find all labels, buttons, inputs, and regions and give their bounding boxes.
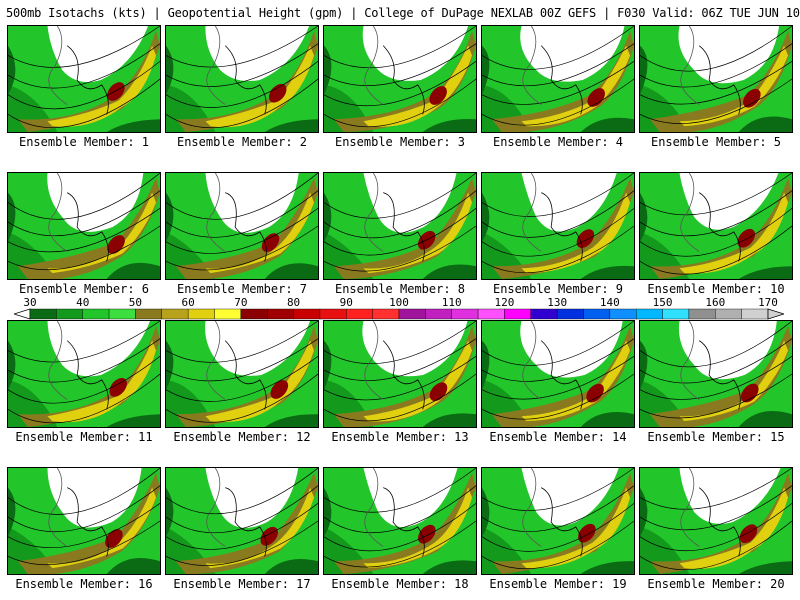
panel-label: Ensemble Member: 17 xyxy=(173,577,311,591)
colorbar-swatch xyxy=(556,308,584,320)
colorbar-tick-label: 150 xyxy=(652,296,673,309)
panel-label: Ensemble Member: 18 xyxy=(331,577,469,591)
page-title: 500mb Isotachs (kts) | Geopotential Heig… xyxy=(6,6,800,20)
colorbar-ticks: 30 40 50 60 70 80 90 100 110 120 130 140 150 160 170 xyxy=(0,296,800,309)
colorbar-swatch xyxy=(425,308,452,320)
map-panel xyxy=(639,320,793,428)
colorbar-tick-label: 100 xyxy=(389,296,409,309)
colorbar-tick-label: 160 xyxy=(705,296,726,309)
colorbar-tick-label: 130 xyxy=(547,296,568,309)
panel-label: Ensemble Member: 8 xyxy=(334,282,466,296)
colorbar-tick-label: 70 xyxy=(234,296,248,309)
map-panel xyxy=(323,25,477,133)
colorbar-swatch xyxy=(214,308,242,320)
map-panel xyxy=(481,320,635,428)
colorbar-swatch xyxy=(267,308,294,320)
colorbar-tick-label: 50 xyxy=(128,296,143,309)
panel-label: Ensemble Member: 19 xyxy=(489,577,627,591)
map-panel xyxy=(165,25,319,133)
map-panel xyxy=(323,172,477,280)
map-panel xyxy=(165,320,319,428)
colorbar-swatch xyxy=(346,308,373,320)
colorbar-tick-label: 80 xyxy=(286,296,301,309)
colorbar-swatch xyxy=(108,308,136,320)
panel-label: Ensemble Member: 1 xyxy=(18,135,150,149)
colorbar-tick-label: 90 xyxy=(339,296,353,309)
panel-label: Ensemble Member: 20 xyxy=(647,577,785,591)
panel-label: Ensemble Member: 15 xyxy=(647,430,785,444)
map-panel xyxy=(7,467,161,575)
colorbar-swatch xyxy=(319,308,347,320)
panel-label: Ensemble Member: 2 xyxy=(176,135,308,149)
colorbar-swatch xyxy=(293,308,321,320)
map-panel xyxy=(323,467,477,575)
panel-label: Ensemble Member: 11 xyxy=(15,430,153,444)
panel-label: Ensemble Member: 5 xyxy=(650,135,782,149)
map-panel xyxy=(165,172,319,280)
panel-label: Ensemble Member: 12 xyxy=(173,430,311,444)
panel-label: Ensemble Member: 9 xyxy=(492,282,624,296)
map-panel xyxy=(7,320,161,428)
panel-label: Ensemble Member: 7 xyxy=(176,282,308,296)
colorbar-swatch xyxy=(135,308,162,320)
colorbar-swatch xyxy=(530,308,558,320)
map-panel xyxy=(639,467,793,575)
colorbar-swatch xyxy=(82,308,110,320)
colorbar-tick-label: 30 xyxy=(23,296,37,309)
panel-label: Ensemble Member: 3 xyxy=(334,135,466,149)
colorbar-swatch xyxy=(662,308,690,320)
colorbar-swatch xyxy=(398,308,426,320)
colorbar-swatch xyxy=(741,308,769,320)
colorbar-swatch xyxy=(56,308,83,320)
colorbar-tick-label: 140 xyxy=(599,296,620,309)
map-panel xyxy=(639,172,793,280)
colorbar-swatch xyxy=(477,308,505,320)
colorbar-tick-label: 110 xyxy=(441,296,462,309)
colorbar xyxy=(14,308,784,320)
colorbar-tick-label: 120 xyxy=(494,296,515,309)
colorbar-swatch xyxy=(161,308,189,320)
panel-label: Ensemble Member: 16 xyxy=(15,577,153,591)
map-panel xyxy=(481,172,635,280)
colorbar-swatch xyxy=(504,308,531,320)
colorbar-swatch xyxy=(609,308,637,320)
map-panel xyxy=(323,320,477,428)
colorbar-tick-label: 60 xyxy=(181,296,195,309)
panel-label: Ensemble Member: 6 xyxy=(18,282,150,296)
map-panel xyxy=(639,25,793,133)
colorbar-swatch xyxy=(583,308,611,320)
map-panel xyxy=(7,172,161,280)
colorbar-swatch xyxy=(372,308,400,320)
map-panel xyxy=(165,467,319,575)
panel-label: Ensemble Member: 10 xyxy=(647,282,785,296)
colorbar-swatch xyxy=(636,308,663,320)
colorbar-swatch xyxy=(451,308,479,320)
map-panel xyxy=(481,25,635,133)
panel-label: Ensemble Member: 4 xyxy=(492,135,624,149)
colorbar-swatch xyxy=(715,308,742,320)
colorbar-swatch xyxy=(240,308,268,320)
panel-label: Ensemble Member: 14 xyxy=(489,430,627,444)
colorbar-tick-label: 40 xyxy=(76,296,90,309)
map-panel xyxy=(481,467,635,575)
colorbar-swatch xyxy=(187,308,215,320)
colorbar-swatch xyxy=(29,308,57,320)
colorbar-tick-label: 170 xyxy=(758,296,778,309)
panel-label: Ensemble Member: 13 xyxy=(331,430,469,444)
colorbar-swatch xyxy=(688,308,716,320)
map-panel xyxy=(7,25,161,133)
